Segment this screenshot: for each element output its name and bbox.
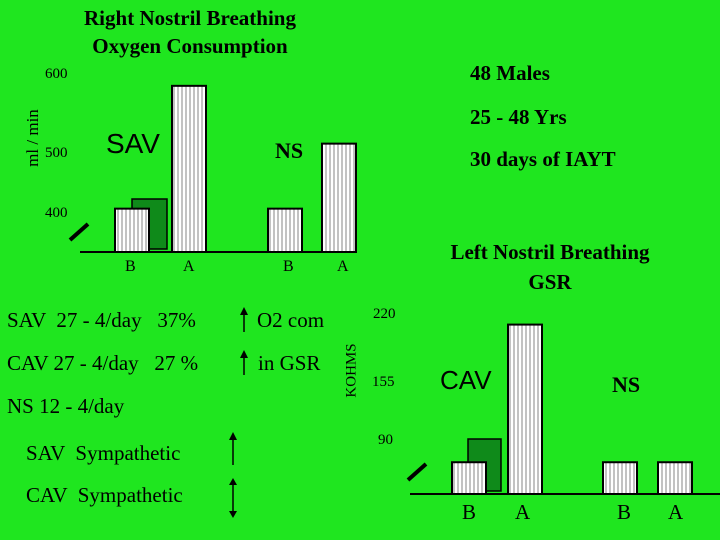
chart2-title-line1: Left Nostril Breathing — [450, 240, 650, 264]
annotation-age: 25 - 48 Yrs — [470, 105, 567, 129]
bar-cav-a — [507, 323, 543, 495]
note-sav-effect: O2 com — [257, 308, 325, 332]
up-arrow-icon — [229, 432, 237, 465]
chart1-title-line2: Oxygen Consumption — [92, 34, 288, 58]
annotation-males: 48 Males — [470, 61, 550, 85]
note-cav-rate: CAV 27 - 4/day 27 % — [7, 351, 199, 375]
bar-ns-a — [321, 142, 357, 254]
chart2-group-label-cav: CAV — [440, 365, 492, 395]
chart2-xtick-ns-a: A — [668, 500, 684, 524]
chart1-xtick-ns-b: B — [283, 258, 294, 275]
chart1-group-label-sav: SAV — [106, 128, 160, 159]
chart2-xtick-ns-b: B — [617, 500, 632, 524]
chart1-ytick-500: 500 — [45, 145, 68, 161]
note-sav-rate: SAV 27 - 4/day 37% — [7, 308, 196, 332]
bar-ns-a — [657, 461, 693, 495]
chart2-ytick-155: 155 — [372, 374, 395, 390]
chart1-xtick-sav-b: B — [125, 258, 136, 275]
chart2-axis-break-mark — [406, 462, 428, 482]
chart2-xtick-cav-a: A — [515, 500, 531, 524]
up-arrow-icon — [240, 350, 248, 375]
bar-sav-a — [171, 84, 207, 253]
chart2-group-label-ns: NS — [612, 372, 641, 397]
chart2-title-line2: GSR — [528, 270, 572, 294]
chart1-ytick-600: 600 — [45, 66, 68, 82]
chart2-xtick-cav-b: B — [462, 500, 477, 524]
note-cav-sympathetic: CAV Sympathetic — [26, 483, 183, 507]
bar-ns-b — [602, 461, 638, 495]
note-cav-effect: in GSR — [258, 351, 321, 375]
bar-sav-b — [114, 207, 150, 253]
annotation-duration: 30 days of IAYT — [470, 147, 616, 171]
note-sav-sympathetic: SAV Sympathetic — [26, 441, 181, 465]
note-ns-rate: NS 12 - 4/day — [7, 394, 125, 418]
chart1-ytick-400: 400 — [45, 205, 68, 221]
chart1-xtick-sav-a: A — [183, 258, 195, 275]
chart2-ytick-90: 90 — [378, 432, 393, 448]
chart1-axis-break-mark — [68, 222, 90, 242]
bar-cav-b — [451, 461, 487, 495]
chart1-xtick-ns-a: A — [337, 258, 349, 275]
chart1-title-line1: Right Nostril Breathing — [84, 6, 296, 30]
bar-ns-b — [267, 207, 303, 253]
up-down-arrow-icon — [229, 478, 237, 518]
up-arrow-icon — [240, 307, 248, 332]
chart1-group-label-ns: NS — [275, 138, 304, 163]
chart2-ytick-220: 220 — [373, 306, 396, 322]
